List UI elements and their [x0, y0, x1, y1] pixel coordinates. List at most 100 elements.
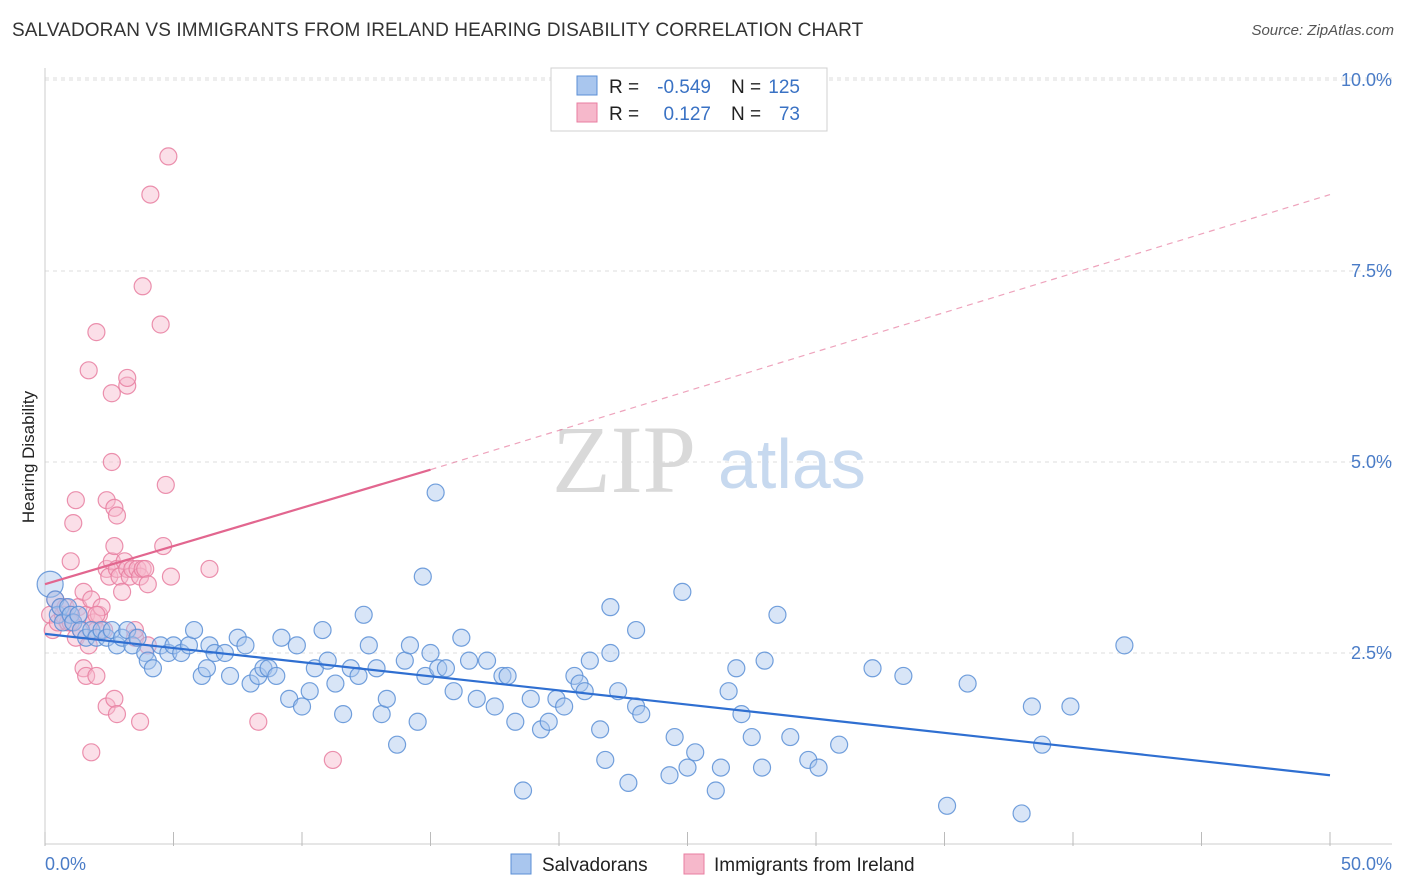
salvadorans-point-34 — [220, 666, 240, 686]
salvadorans-point-3 — [51, 598, 70, 617]
ireland-point-32 — [123, 559, 142, 579]
salvadorans-point-110 — [863, 659, 882, 678]
series-salvadorans-points — [36, 483, 1134, 823]
legend-r-label-2: R = — [609, 104, 639, 125]
salvadorans-point-79 — [539, 712, 558, 731]
salvadorans-point-35 — [228, 628, 247, 647]
salvadorans-point-112 — [937, 796, 957, 815]
salvadorans-point-98 — [706, 781, 725, 800]
salvadorans-point-62 — [408, 712, 427, 731]
ireland-point-47 — [118, 376, 137, 395]
salvadorans-point-61 — [400, 636, 420, 655]
watermark-atlas: atlas — [718, 425, 866, 503]
ireland-point-49 — [79, 361, 98, 380]
ireland-point-63 — [105, 689, 124, 708]
ireland-point-45 — [102, 452, 121, 472]
salvadorans-point-111 — [894, 666, 913, 686]
salvadorans-point-72 — [485, 697, 504, 716]
salvadorans-point-66 — [436, 659, 456, 678]
ireland-point-65 — [130, 712, 150, 731]
salvadorans-point-120 — [413, 567, 432, 586]
ireland-point-42 — [97, 491, 116, 510]
salvadorans-point-117 — [1061, 697, 1080, 716]
x-tick-label-max: 50.0% — [1341, 854, 1392, 874]
salvadorans-point-87 — [596, 750, 615, 770]
y-axis-label: Hearing Disability — [19, 390, 38, 523]
ireland-point-25 — [105, 536, 124, 556]
ireland-point-28 — [112, 582, 132, 601]
legend-n-value-2: 73 — [779, 104, 800, 125]
salvadorans-point-113 — [958, 674, 977, 693]
salvadorans-point-26 — [164, 636, 183, 655]
salvadorans-point-68 — [452, 628, 471, 647]
salvadorans-point-108 — [809, 758, 828, 777]
salvadorans-point-41 — [267, 666, 286, 686]
salvadorans-point-8 — [69, 605, 88, 624]
salvadorans-point-100 — [719, 682, 738, 701]
ireland-point-51 — [133, 277, 152, 296]
salvadorans-point-97 — [686, 743, 705, 762]
salvadorans-point-42 — [272, 628, 291, 647]
ireland-point-58 — [159, 147, 178, 166]
salvadorans-point-93 — [660, 766, 679, 785]
salvadorans-point-77 — [521, 689, 540, 708]
legend-n-label-2: N = — [731, 104, 761, 125]
salvadorans-point-119 — [426, 483, 445, 502]
salvadorans-point-58 — [377, 689, 396, 708]
ireland-point-38 — [138, 575, 157, 594]
bottom-legend-swatch-ireland — [683, 853, 705, 875]
grid-lines — [45, 77, 1392, 654]
chart-title: SALVADORAN VS IMMIGRANTS FROM IRELAND HE… — [12, 20, 864, 41]
ireland-trend-line-extended — [430, 194, 1331, 471]
salvadorans-point-105 — [755, 651, 774, 670]
ireland-point-62 — [97, 697, 116, 716]
salvadorans-point-74 — [498, 666, 517, 686]
salvadorans-point-103 — [742, 727, 761, 747]
salvadorans-point-54 — [354, 605, 373, 624]
salvadorans-point-56 — [367, 659, 386, 678]
ireland-point-64 — [107, 705, 127, 724]
ireland-point-53 — [156, 475, 175, 495]
series-ireland-points — [41, 147, 342, 770]
salvadorans-point-114 — [1012, 804, 1031, 823]
salvadorans-point-84 — [575, 682, 594, 701]
ireland-point-61 — [87, 666, 106, 686]
ireland-point-44 — [107, 506, 127, 525]
salvadorans-point-50 — [326, 674, 345, 693]
salvadorans-point-59 — [387, 735, 407, 754]
salvadorans-point-44 — [287, 636, 306, 655]
salvadorans-point-85 — [580, 651, 599, 670]
y-tick-label-0: 2.5% — [1351, 643, 1392, 663]
salvadorans-point-81 — [555, 697, 574, 716]
salvadorans-point-124 — [768, 605, 787, 624]
legend-swatch-salvadorans — [576, 75, 598, 96]
salvadorans-point-37 — [241, 674, 260, 693]
legend-r-value-2: 0.127 — [663, 104, 711, 125]
salvadorans-point-76 — [513, 781, 533, 800]
legend: R = -0.549 N = 125 R = 0.127 N = 73 — [550, 67, 828, 132]
salvadorans-point-106 — [781, 727, 800, 747]
legend-r-value-1: -0.549 — [657, 77, 711, 98]
salvadorans-point-109 — [830, 735, 849, 754]
salvadorans-point-46 — [300, 682, 319, 701]
legend-r-label-1: R = — [609, 77, 639, 98]
ireland-point-40 — [64, 514, 83, 533]
salvadorans-point-48 — [313, 620, 332, 640]
ireland-point-39 — [61, 552, 80, 571]
watermark: ZIP atlas — [552, 406, 866, 513]
salvadorans-point-118 — [1115, 636, 1134, 655]
ireland-trend-line — [44, 468, 431, 586]
salvadorans-trend-line — [44, 632, 1331, 777]
y-tick-label-2: 7.5% — [1351, 261, 1392, 281]
salvadorans-point-99 — [711, 758, 731, 777]
salvadorans-point-123 — [197, 659, 217, 678]
salvadorans-point-94 — [665, 727, 684, 747]
salvadorans-point-88 — [601, 643, 620, 663]
legend-swatch-ireland — [576, 102, 598, 123]
y-tick-label-3: 10.0% — [1341, 70, 1392, 90]
salvadorans-point-121 — [601, 598, 620, 617]
salvadorans-point-92 — [632, 705, 651, 724]
bottom-legend-swatch-salvadorans — [510, 853, 532, 875]
salvadorans-point-45 — [292, 697, 312, 716]
